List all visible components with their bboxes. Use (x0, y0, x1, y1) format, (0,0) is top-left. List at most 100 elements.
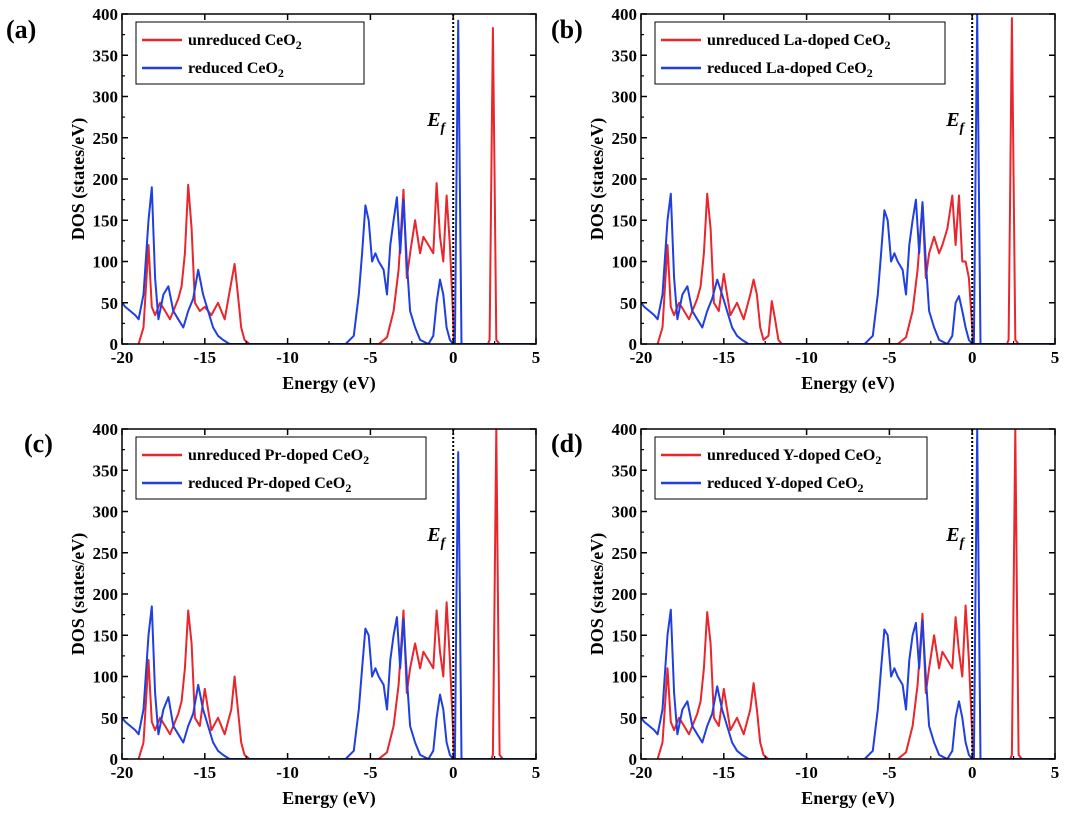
panel-0: -20 -15 -10 -5 0 5050100150200250300350400Ene… (6, 5, 540, 394)
x-tick-label: 5 (1051, 763, 1060, 782)
y-tick-label: 200 (612, 585, 638, 604)
legend-subscript: 2 (885, 38, 891, 52)
legend-box (135, 436, 427, 500)
series-line-1 (122, 451, 536, 759)
y-tick-label: 250 (93, 129, 119, 148)
x-tick-label: -15 (193, 348, 216, 367)
y-tick-label: 0 (629, 750, 638, 769)
y-tick-label: 300 (612, 88, 638, 107)
panel-3: -20 -15 -10 -5 0 5050100150200250300350400Ene… (551, 420, 1059, 809)
legend-entry-0: unreduced Y-doped CeO2 (707, 447, 881, 467)
y-tick-label: 150 (93, 211, 119, 230)
y-tick-label: 300 (93, 503, 119, 522)
y-tick-label: 200 (93, 585, 119, 604)
y-tick-label: 300 (612, 503, 638, 522)
x-tick-label: -10 (795, 763, 818, 782)
y-tick-label: 400 (612, 5, 638, 24)
fermi-level-subscript: f (960, 536, 966, 551)
series-line-1 (641, 429, 1055, 759)
fermi-level-label: Ef (426, 109, 446, 136)
panel-2: -20 -15 -10 -5 0 5050100150200250300350400Ene… (24, 420, 540, 809)
legend-subscript: 2 (278, 66, 284, 80)
y-tick-label: 50 (620, 709, 637, 728)
fermi-level-label: Ef (945, 109, 965, 136)
x-tick-label: 5 (532, 348, 541, 367)
y-tick-label: 400 (612, 420, 638, 439)
y-tick-label: 100 (93, 253, 119, 272)
y-tick-label: 0 (110, 335, 119, 354)
y-tick-label: 100 (612, 668, 638, 687)
x-tick-label: 0 (449, 348, 458, 367)
y-tick-label: 0 (110, 750, 119, 769)
y-tick-label: 400 (93, 5, 119, 24)
y-tick-label: 300 (93, 88, 119, 107)
legend-subscript: 2 (875, 453, 881, 467)
panel-label: (c) (24, 429, 53, 458)
y-tick-label: 100 (93, 668, 119, 687)
legend-entry-0: unreduced CeO2 (188, 32, 302, 52)
legend-box (654, 21, 946, 85)
legend-subscript: 2 (867, 66, 873, 80)
x-tick-label: -15 (712, 348, 735, 367)
y-tick-label: 200 (612, 170, 638, 189)
legend-entry-0: unreduced La-doped CeO2 (707, 32, 891, 52)
y-tick-label: 50 (101, 709, 118, 728)
fermi-level-subscript: f (441, 536, 447, 551)
y-tick-label: 150 (612, 626, 638, 645)
x-tick-label: -20 (630, 763, 653, 782)
legend-entry-0: unreduced Pr-doped CeO2 (188, 447, 369, 467)
x-tick-label: -10 (276, 763, 299, 782)
legend-entry-1: reduced Y-doped CeO2 (707, 475, 864, 495)
y-tick-label: 50 (620, 294, 637, 313)
x-tick-label: -5 (363, 763, 377, 782)
x-tick-label: -5 (882, 348, 896, 367)
legend-subscript: 2 (345, 481, 351, 495)
y-tick-label: 0 (629, 335, 638, 354)
x-tick-label: 0 (968, 348, 977, 367)
y-tick-label: 250 (612, 129, 638, 148)
legend-box (135, 21, 365, 85)
fermi-level-label: Ef (945, 524, 965, 551)
x-tick-label: 0 (968, 763, 977, 782)
x-axis-label: Energy (eV) (801, 788, 894, 809)
x-tick-label: -5 (363, 348, 377, 367)
x-tick-label: -20 (111, 763, 134, 782)
legend-entry-1: reduced CeO2 (188, 60, 284, 80)
y-tick-label: 150 (93, 626, 119, 645)
y-axis-label: DOS (states/eV) (68, 533, 89, 655)
y-tick-label: 100 (612, 253, 638, 272)
series-line-1 (641, 14, 1055, 344)
panel-1: -20 -15 -10 -5 0 5050100150200250300350400Ene… (551, 5, 1059, 394)
x-axis-label: Energy (eV) (801, 373, 894, 394)
fermi-level-label: Ef (426, 524, 446, 551)
x-tick-label: -15 (193, 763, 216, 782)
panel-label: (b) (551, 15, 583, 44)
y-tick-label: 150 (612, 211, 638, 230)
legend-box (654, 436, 928, 500)
fermi-level-subscript: f (441, 121, 447, 136)
y-axis-label: DOS (states/eV) (68, 118, 89, 240)
x-tick-label: -10 (795, 348, 818, 367)
y-tick-label: 400 (93, 420, 119, 439)
y-tick-label: 350 (93, 461, 119, 480)
y-tick-label: 200 (93, 170, 119, 189)
legend-subscript: 2 (363, 453, 369, 467)
x-tick-label: 5 (1051, 348, 1060, 367)
y-axis-label: DOS (states/eV) (587, 118, 608, 240)
y-tick-label: 250 (612, 544, 638, 563)
x-tick-label: -5 (882, 763, 896, 782)
x-axis-label: Energy (eV) (282, 373, 375, 394)
y-tick-label: 350 (612, 46, 638, 65)
legend-entry-1: reduced La-doped CeO2 (707, 60, 873, 80)
y-tick-label: 350 (93, 46, 119, 65)
series-line-0 (656, 17, 1055, 344)
x-tick-label: 5 (532, 763, 541, 782)
y-axis-label: DOS (states/eV) (587, 533, 608, 655)
x-axis-label: Energy (eV) (282, 788, 375, 809)
y-tick-label: 350 (612, 461, 638, 480)
fermi-level-subscript: f (960, 121, 966, 136)
x-tick-label: -20 (630, 348, 653, 367)
legend-subscript: 2 (296, 38, 302, 52)
series-line-1 (122, 19, 536, 344)
